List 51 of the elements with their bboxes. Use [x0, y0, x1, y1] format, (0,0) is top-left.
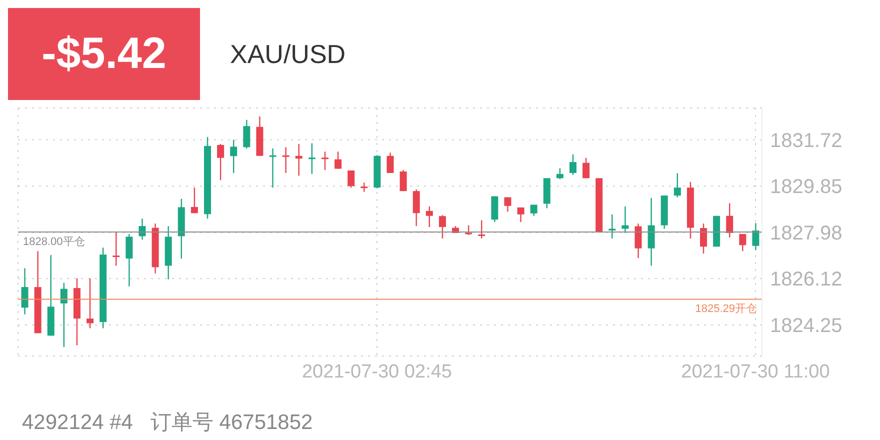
- ref-line-label: 1828.00平仓: [23, 236, 85, 248]
- candlestick: [112, 232, 120, 266]
- candlestick: [308, 142, 316, 175]
- y-tick-label: 1827.98: [770, 222, 842, 245]
- candlestick: [752, 222, 760, 251]
- x-tick-label: 2021-07-30 11:00: [681, 361, 830, 382]
- candlestick: [622, 206, 629, 234]
- candlestick: [282, 146, 290, 174]
- ref-line-label: 1825.29开仓: [695, 303, 757, 316]
- candlestick: [700, 222, 707, 254]
- candlestick: [491, 196, 498, 223]
- candlestick: [243, 119, 250, 150]
- text: -$5.42: [8, 8, 200, 100]
- candlestick: [360, 182, 368, 192]
- candlestick: [438, 214, 446, 240]
- candlestick: [334, 151, 342, 170]
- candlestick: [426, 206, 433, 228]
- candlestick: [582, 157, 590, 179]
- candlestick: [230, 139, 238, 174]
- candlestick: [295, 143, 302, 176]
- candlestick: [504, 196, 512, 212]
- candlestick: [400, 169, 407, 192]
- candlestick: [530, 204, 538, 216]
- chart-title: XAU/USD: [230, 38, 346, 70]
- candlestick: [634, 222, 642, 259]
- y-tick-label: 1826.12: [770, 268, 842, 291]
- candlestick: [517, 206, 524, 223]
- candlestick: [21, 268, 28, 315]
- candlestick: [217, 143, 224, 181]
- candlestick: [321, 151, 328, 171]
- candlestick: [726, 202, 734, 238]
- candlestick: [412, 188, 420, 227]
- candlestick: [60, 282, 68, 348]
- x-tick-label: 2021-07-30 02:45: [302, 361, 452, 382]
- candlestick: [648, 197, 655, 266]
- candlestick: [569, 154, 576, 176]
- text: 4292124 #4 订单号 46751852: [22, 410, 313, 436]
- candlestick: [269, 148, 276, 188]
- candlestick: [478, 220, 486, 240]
- candlestick: [465, 224, 472, 236]
- candlestick: [739, 233, 746, 252]
- candlestick: [348, 170, 355, 188]
- candlestick: [386, 152, 394, 174]
- y-tick-label: 1831.72: [770, 130, 842, 152]
- candlestick: [190, 187, 198, 214]
- candlestick: [556, 168, 564, 180]
- candlestick: [126, 233, 133, 287]
- y-tick-label: 1824.25: [770, 315, 842, 338]
- candlestick: [86, 278, 94, 329]
- candlestick: [674, 172, 681, 198]
- y-tick-label: 1829.85: [770, 176, 842, 198]
